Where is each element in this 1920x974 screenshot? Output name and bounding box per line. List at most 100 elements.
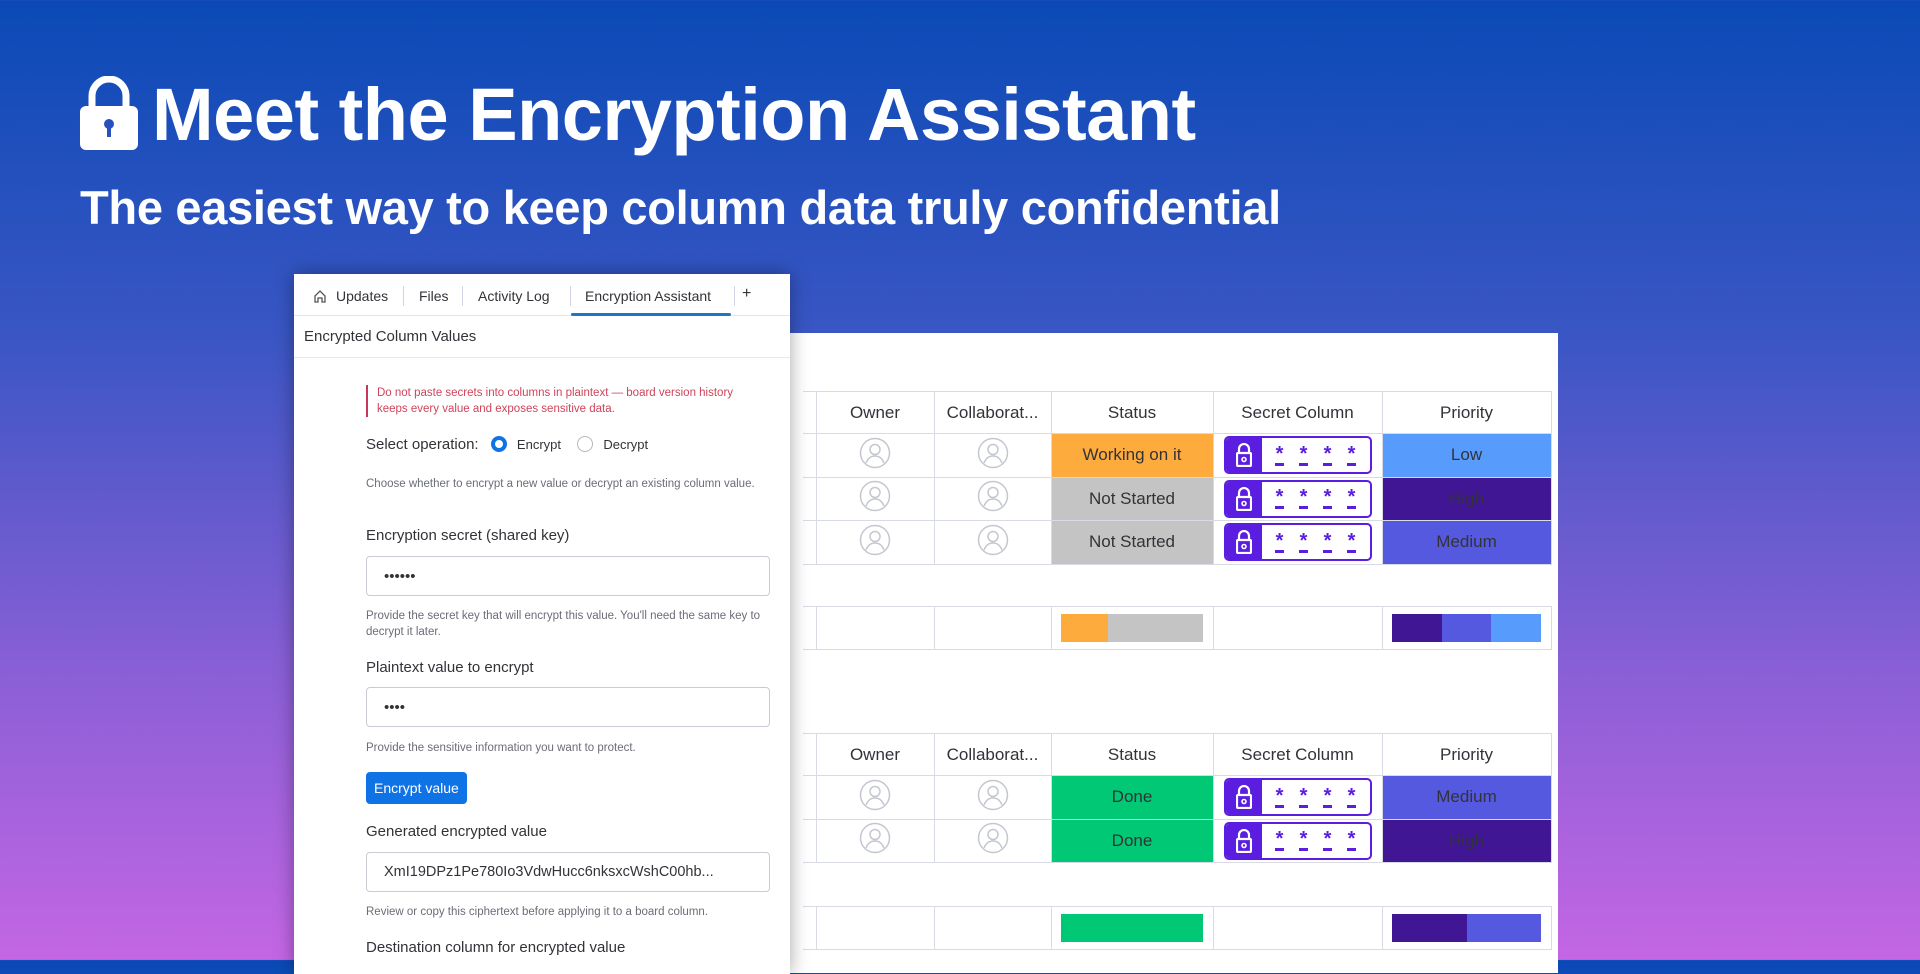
add-tab-button[interactable]: +: [742, 285, 752, 302]
status-cell[interactable]: Done: [1050, 775, 1214, 820]
tab-activity-log[interactable]: Activity Log: [478, 288, 550, 304]
summary-segment: [1466, 914, 1541, 942]
lock-icon: [80, 76, 138, 150]
mask-char: *: [1274, 529, 1285, 553]
mask-char: *: [1298, 828, 1309, 852]
tab-updates[interactable]: Updates: [336, 288, 389, 304]
priority-cell[interactable]: High: [1381, 476, 1552, 521]
destination-label: Destination column for encrypted value: [366, 939, 626, 956]
secret-cell[interactable]: * * * *: [1212, 476, 1383, 521]
mask-char: *: [1346, 784, 1357, 808]
column-header[interactable]: Collaborat...: [933, 391, 1052, 434]
mask-char: *: [1322, 442, 1333, 466]
summary-segment: [1441, 614, 1492, 642]
priority-cell[interactable]: Medium: [1381, 775, 1552, 820]
encrypt-value-button[interactable]: Encrypt value: [366, 772, 467, 804]
hero-title: Meet the Encryption Assistant: [152, 73, 1196, 156]
table-row[interactable]: Working on it * * * * Low: [803, 433, 1552, 478]
home-icon: [314, 290, 326, 303]
header-row: Owner Collaborat... Status Secret Column Pri…: [803, 391, 1552, 434]
table-row[interactable]: Not Started * * * * High: [803, 476, 1552, 521]
warning-message: Do not paste secrets into columns in pla…: [366, 385, 766, 417]
mask-char: *: [1274, 784, 1285, 808]
column-header[interactable]: Owner: [815, 733, 935, 776]
mask-char: *: [1298, 784, 1309, 808]
mask-char: *: [1346, 486, 1357, 510]
priority-cell[interactable]: Low: [1381, 433, 1552, 478]
owner-avatar[interactable]: [815, 818, 935, 863]
mask-char: *: [1274, 442, 1285, 466]
summary-row: [803, 606, 1552, 650]
column-header[interactable]: Collaborat...: [933, 733, 1052, 776]
tab-encryption-assistant[interactable]: Encryption Assistant: [585, 288, 712, 304]
mask-char: *: [1322, 828, 1333, 852]
lock-icon: [1225, 525, 1262, 560]
encrypted-value-badge: * * * *: [1223, 778, 1372, 817]
summary-segment: [1061, 914, 1203, 942]
mask-char: *: [1346, 828, 1357, 852]
secret-cell[interactable]: * * * *: [1212, 520, 1383, 565]
column-header[interactable]: Secret Column: [1212, 391, 1383, 434]
collaborator-avatar[interactable]: [933, 818, 1052, 863]
status-summary-bar: [1061, 614, 1203, 642]
encrypt-option-label[interactable]: Encrypt: [516, 437, 561, 452]
priority-cell[interactable]: Medium: [1381, 520, 1552, 565]
collaborator-avatar[interactable]: [933, 520, 1052, 565]
mask-char: *: [1322, 486, 1333, 510]
secret-cell[interactable]: * * * *: [1212, 818, 1383, 863]
decrypt-option-label[interactable]: Decrypt: [603, 437, 649, 452]
collaborator-avatar[interactable]: [933, 775, 1052, 820]
collaborator-avatar[interactable]: [933, 476, 1052, 521]
summary-segment: [1392, 614, 1442, 642]
header-row: Owner Collaborat... Status Secret Column Pri…: [803, 733, 1552, 776]
collaborator-avatar[interactable]: [933, 433, 1052, 478]
status-cell[interactable]: Done: [1050, 818, 1214, 863]
decrypt-radio[interactable]: [577, 436, 594, 452]
operation-row: Select operation: Encrypt Decrypt: [366, 436, 648, 453]
summary-segment: [1108, 614, 1203, 642]
generated-value-field[interactable]: XmI19DPz1Pe780Io3VdwHucc6nksxcWshC00hb..…: [366, 852, 770, 892]
owner-avatar[interactable]: [815, 433, 935, 478]
column-header[interactable]: Status: [1050, 391, 1214, 434]
mask-char: *: [1274, 828, 1285, 852]
mask-char: *: [1322, 529, 1333, 553]
panel-title: Encrypted Column Values: [304, 328, 477, 345]
column-header[interactable]: Status: [1050, 733, 1214, 776]
lock-icon: [1225, 780, 1262, 815]
summary-segment: [1491, 614, 1541, 642]
summary-segment: [1392, 914, 1467, 942]
encryption-panel: Updates Files Activity Log Encryption As…: [294, 274, 790, 974]
hero-subtitle: The easiest way to keep column data trul…: [80, 181, 1281, 234]
secret-cell[interactable]: * * * *: [1212, 433, 1383, 478]
operation-label: Select operation:: [366, 436, 479, 453]
column-header[interactable]: Secret Column: [1212, 733, 1383, 776]
column-header[interactable]: Owner: [815, 391, 935, 434]
owner-avatar[interactable]: [815, 520, 935, 565]
plaintext-input[interactable]: ••••: [366, 687, 770, 727]
status-cell[interactable]: Not Started: [1050, 476, 1214, 521]
column-header[interactable]: Priority: [1381, 391, 1552, 434]
mask-char: *: [1298, 486, 1309, 510]
mask-char: *: [1298, 442, 1309, 466]
table-row[interactable]: Done * * * * Medium: [803, 775, 1552, 820]
status-cell[interactable]: Working on it: [1050, 433, 1214, 478]
encrypted-value-badge: * * * *: [1223, 523, 1372, 562]
table-row[interactable]: Done * * * * High: [803, 818, 1552, 863]
encrypt-radio[interactable]: [490, 436, 507, 452]
column-header[interactable]: Priority: [1381, 733, 1552, 776]
operation-help: Choose whether to encrypt a new value or…: [366, 478, 755, 490]
priority-summary-bar: [1392, 914, 1541, 942]
owner-avatar[interactable]: [815, 775, 935, 820]
encrypted-value-badge: * * * *: [1223, 821, 1372, 860]
mask-char: *: [1274, 486, 1285, 510]
encrypted-value-badge: * * * *: [1223, 479, 1372, 518]
tab-files[interactable]: Files: [419, 288, 449, 304]
secret-input[interactable]: ••••••: [366, 556, 770, 596]
summary-segment: [1061, 614, 1109, 642]
status-cell[interactable]: Not Started: [1050, 520, 1214, 565]
owner-avatar[interactable]: [815, 476, 935, 521]
priority-cell[interactable]: High: [1381, 818, 1552, 863]
table-row[interactable]: Not Started * * * * Medium: [803, 520, 1552, 565]
lock-icon: [1225, 823, 1262, 858]
secret-cell[interactable]: * * * *: [1212, 775, 1383, 820]
